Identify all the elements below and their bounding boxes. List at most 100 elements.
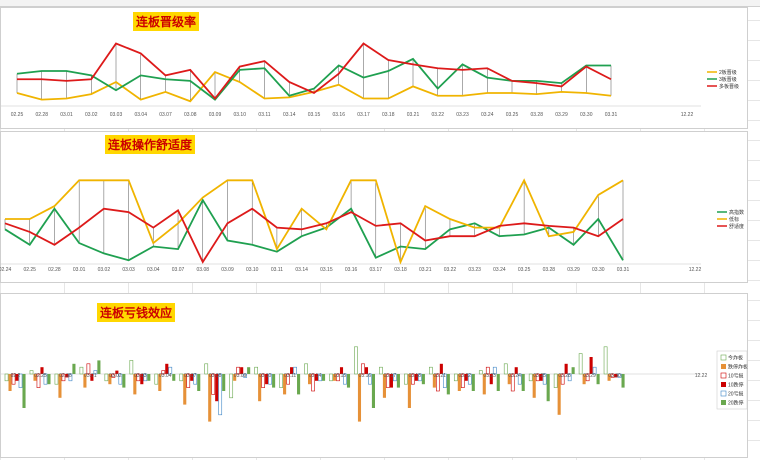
legend-swatch [720,354,727,361]
bar-0 [553,373,558,388]
chart-loss-effect[interactable]: 连板亏钱效应 02.2 02.25 02.28 03.01 03.02 03.03 03.0… [0,293,748,458]
bar-5 [222,374,226,391]
series-line-0 [16,71,612,103]
bar-1 [208,374,212,422]
legend-label: 高指数 [729,209,744,216]
tick-label: 03.11 [284,373,296,379]
bar-4 [93,370,98,375]
tick-label: 03.31 [617,267,630,273]
bar-1 [332,374,337,381]
tick-label: 03.29 [567,267,580,273]
bar-5 [147,374,151,381]
bar-1 [283,374,287,395]
tick-label: 03.17 [370,267,383,273]
bar-2 [36,373,41,388]
tick-label: 03.03 [134,373,147,379]
tick-label: 03.01 [60,112,73,118]
tick-label: 03.31 [605,112,618,118]
tick-label: 03.16 [359,373,372,379]
legend-swatch [721,400,726,405]
bar-5 [22,374,26,408]
bar-2 [311,373,315,392]
bar-2 [11,373,16,385]
bar-0 [528,373,533,382]
bar-5 [197,374,201,391]
bar-5 [546,374,550,402]
tick-label: 03.23 [483,373,496,379]
bar-3 [614,374,618,378]
bar-1 [432,374,436,388]
tick-label: 03.29 [583,373,596,379]
bar-5 [596,374,600,385]
tick-label: 03.25 [533,373,546,379]
bar-4 [218,373,223,416]
bar-1 [582,374,586,385]
bar-3 [215,374,219,402]
bar-2 [361,363,365,375]
tick-label: 03.28 [558,373,571,379]
bar-0 [453,373,458,382]
tick-label: 03.29 [555,112,568,118]
bar-4 [118,373,123,385]
legend-swatch [720,390,727,397]
chart-plot-area: 02.24 02.25 02.28 03.01 03.02 03.03 03.04 03.07… [0,178,744,273]
chart-plot-area: 02.2 02.25 02.28 03.01 03.02 03.03 03.04 03.07 0… [1,346,748,422]
tick-label: 12.22 [695,373,708,379]
legend-label: 低标 [729,216,739,223]
tick-label: 03.21 [407,112,420,118]
legend-box [716,350,748,410]
bar-0 [429,366,433,375]
series-line-2 [17,42,612,100]
bar-2 [61,373,66,382]
bar-2 [211,373,216,395]
bar-5 [571,367,575,374]
tick-label: 02.28 [59,373,72,379]
chart-comfort-level[interactable]: 连板操作舒适度 02.24 02.25 02.28 03.01 03.02 03.03 03… [0,131,748,283]
bar-5 [346,374,351,388]
chart-promotion-rate[interactable]: 连板晋级率 02.25 02.28 03.01 03.02 03.03 03.04 03.0… [0,7,748,129]
bar-0 [29,370,34,375]
bar-2 [610,373,615,378]
tick-label: 03.17 [357,112,370,118]
bar-2 [560,373,565,385]
bar-5 [72,363,76,374]
bar-3 [414,374,418,381]
bar-0 [204,363,209,375]
bar-3 [514,367,518,374]
bar-4 [318,373,322,382]
tick-label: 03.16 [332,112,345,118]
tick-label: 02.24 [0,267,11,273]
chart-title: 连板操作舒适度 [105,135,196,154]
tick-label: 03.16 [345,267,358,273]
legend-swatch [721,364,726,369]
tick-label: 03.30 [580,112,593,118]
tick-label: 03.07 [159,112,172,118]
bar-1 [83,374,87,388]
bar-4 [143,373,148,382]
column-header-strip [0,0,760,7]
bar-2 [485,366,490,375]
tick-label: 03.25 [506,112,519,118]
bar-3 [65,374,69,378]
bar-2 [411,373,415,385]
bar-2 [585,373,590,382]
legend-label: 跌停炸板 [728,364,748,371]
bar-3 [439,363,443,374]
tick-label: 03.07 [172,267,185,273]
bar-1 [133,374,137,395]
bar-4 [467,373,472,385]
bar-0 [329,373,333,382]
bar-0 [54,373,59,385]
bar-2 [236,366,241,375]
tick-label: 03.10 [233,112,246,118]
tick-label: 03.30 [592,267,605,273]
bar-3 [364,367,369,374]
tick-label: 03.24 [481,112,494,118]
bar-0 [478,370,483,375]
bar-5 [446,374,450,395]
tick-label: 03.21 [434,373,447,379]
bar-0 [578,353,583,375]
tick-label: 03.02 [98,267,111,273]
legend-label: 10跌停 [728,382,744,389]
bar-0 [603,346,608,375]
